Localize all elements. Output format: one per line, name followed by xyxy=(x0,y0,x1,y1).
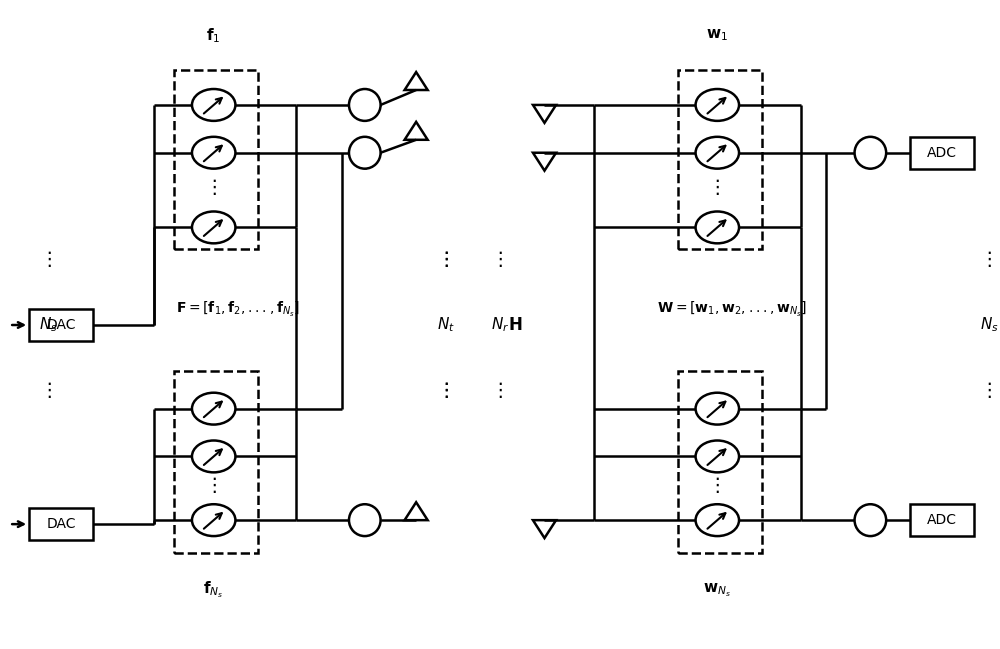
Ellipse shape xyxy=(696,393,739,424)
Text: $\mathbf{H}$: $\mathbf{H}$ xyxy=(508,316,522,334)
Text: ⋮: ⋮ xyxy=(490,381,510,400)
Text: $\mathbf{w}_1$: $\mathbf{w}_1$ xyxy=(706,27,728,43)
Text: ⋮: ⋮ xyxy=(708,476,727,495)
Text: $\mathbf{f}_{N_s}$: $\mathbf{f}_{N_s}$ xyxy=(203,580,224,600)
Bar xyxy=(29,508,93,540)
Ellipse shape xyxy=(192,89,235,121)
Text: ⋮: ⋮ xyxy=(436,250,456,269)
Text: $\mathbf{f}_1$: $\mathbf{f}_1$ xyxy=(206,26,221,45)
Text: $\mathbf{F}=[\mathbf{f}_1,\mathbf{f}_2,...,\mathbf{f}_{N_s}]$: $\mathbf{F}=[\mathbf{f}_1,\mathbf{f}_2,.… xyxy=(176,300,300,319)
Bar xyxy=(910,504,974,536)
Text: ⋮: ⋮ xyxy=(708,178,727,197)
Ellipse shape xyxy=(192,137,235,169)
Ellipse shape xyxy=(192,504,235,536)
Circle shape xyxy=(349,504,381,536)
Bar xyxy=(174,371,258,553)
Text: $N_t$: $N_t$ xyxy=(437,315,455,334)
Text: ⋮: ⋮ xyxy=(436,250,456,269)
Bar xyxy=(174,70,258,249)
Circle shape xyxy=(349,89,381,121)
Ellipse shape xyxy=(696,89,739,121)
Circle shape xyxy=(349,137,381,169)
Bar xyxy=(678,70,762,249)
Ellipse shape xyxy=(192,212,235,243)
Ellipse shape xyxy=(192,393,235,424)
Text: ADC: ADC xyxy=(927,146,957,160)
Text: DAC: DAC xyxy=(46,318,76,332)
Text: $N_s$: $N_s$ xyxy=(980,315,998,334)
Text: ⋮: ⋮ xyxy=(436,381,456,400)
Text: ⋮: ⋮ xyxy=(979,381,999,400)
Text: ⋮: ⋮ xyxy=(490,250,510,269)
Text: $N_s$: $N_s$ xyxy=(39,315,58,334)
Text: ADC: ADC xyxy=(927,513,957,527)
Text: $N_r$: $N_r$ xyxy=(491,315,509,334)
Ellipse shape xyxy=(696,137,739,169)
Bar xyxy=(678,371,762,553)
Ellipse shape xyxy=(696,441,739,472)
Text: ⋮: ⋮ xyxy=(39,381,59,400)
Ellipse shape xyxy=(696,212,739,243)
Text: ⋮: ⋮ xyxy=(39,250,59,269)
Text: DAC: DAC xyxy=(46,517,76,531)
Text: ⋮: ⋮ xyxy=(979,250,999,269)
Bar xyxy=(29,309,93,341)
Circle shape xyxy=(855,504,886,536)
Circle shape xyxy=(855,137,886,169)
Text: ⋮: ⋮ xyxy=(204,476,223,495)
Text: $\mathbf{W}=[\mathbf{w}_1,\mathbf{w}_2,...,\mathbf{w}_{N_s}]$: $\mathbf{W}=[\mathbf{w}_1,\mathbf{w}_2,.… xyxy=(657,300,807,319)
Text: $\mathbf{w}_{N_s}$: $\mathbf{w}_{N_s}$ xyxy=(703,581,731,598)
Ellipse shape xyxy=(192,441,235,472)
Text: ⋮: ⋮ xyxy=(436,381,456,400)
Text: ⋮: ⋮ xyxy=(204,178,223,197)
Bar xyxy=(910,137,974,169)
Ellipse shape xyxy=(696,504,739,536)
